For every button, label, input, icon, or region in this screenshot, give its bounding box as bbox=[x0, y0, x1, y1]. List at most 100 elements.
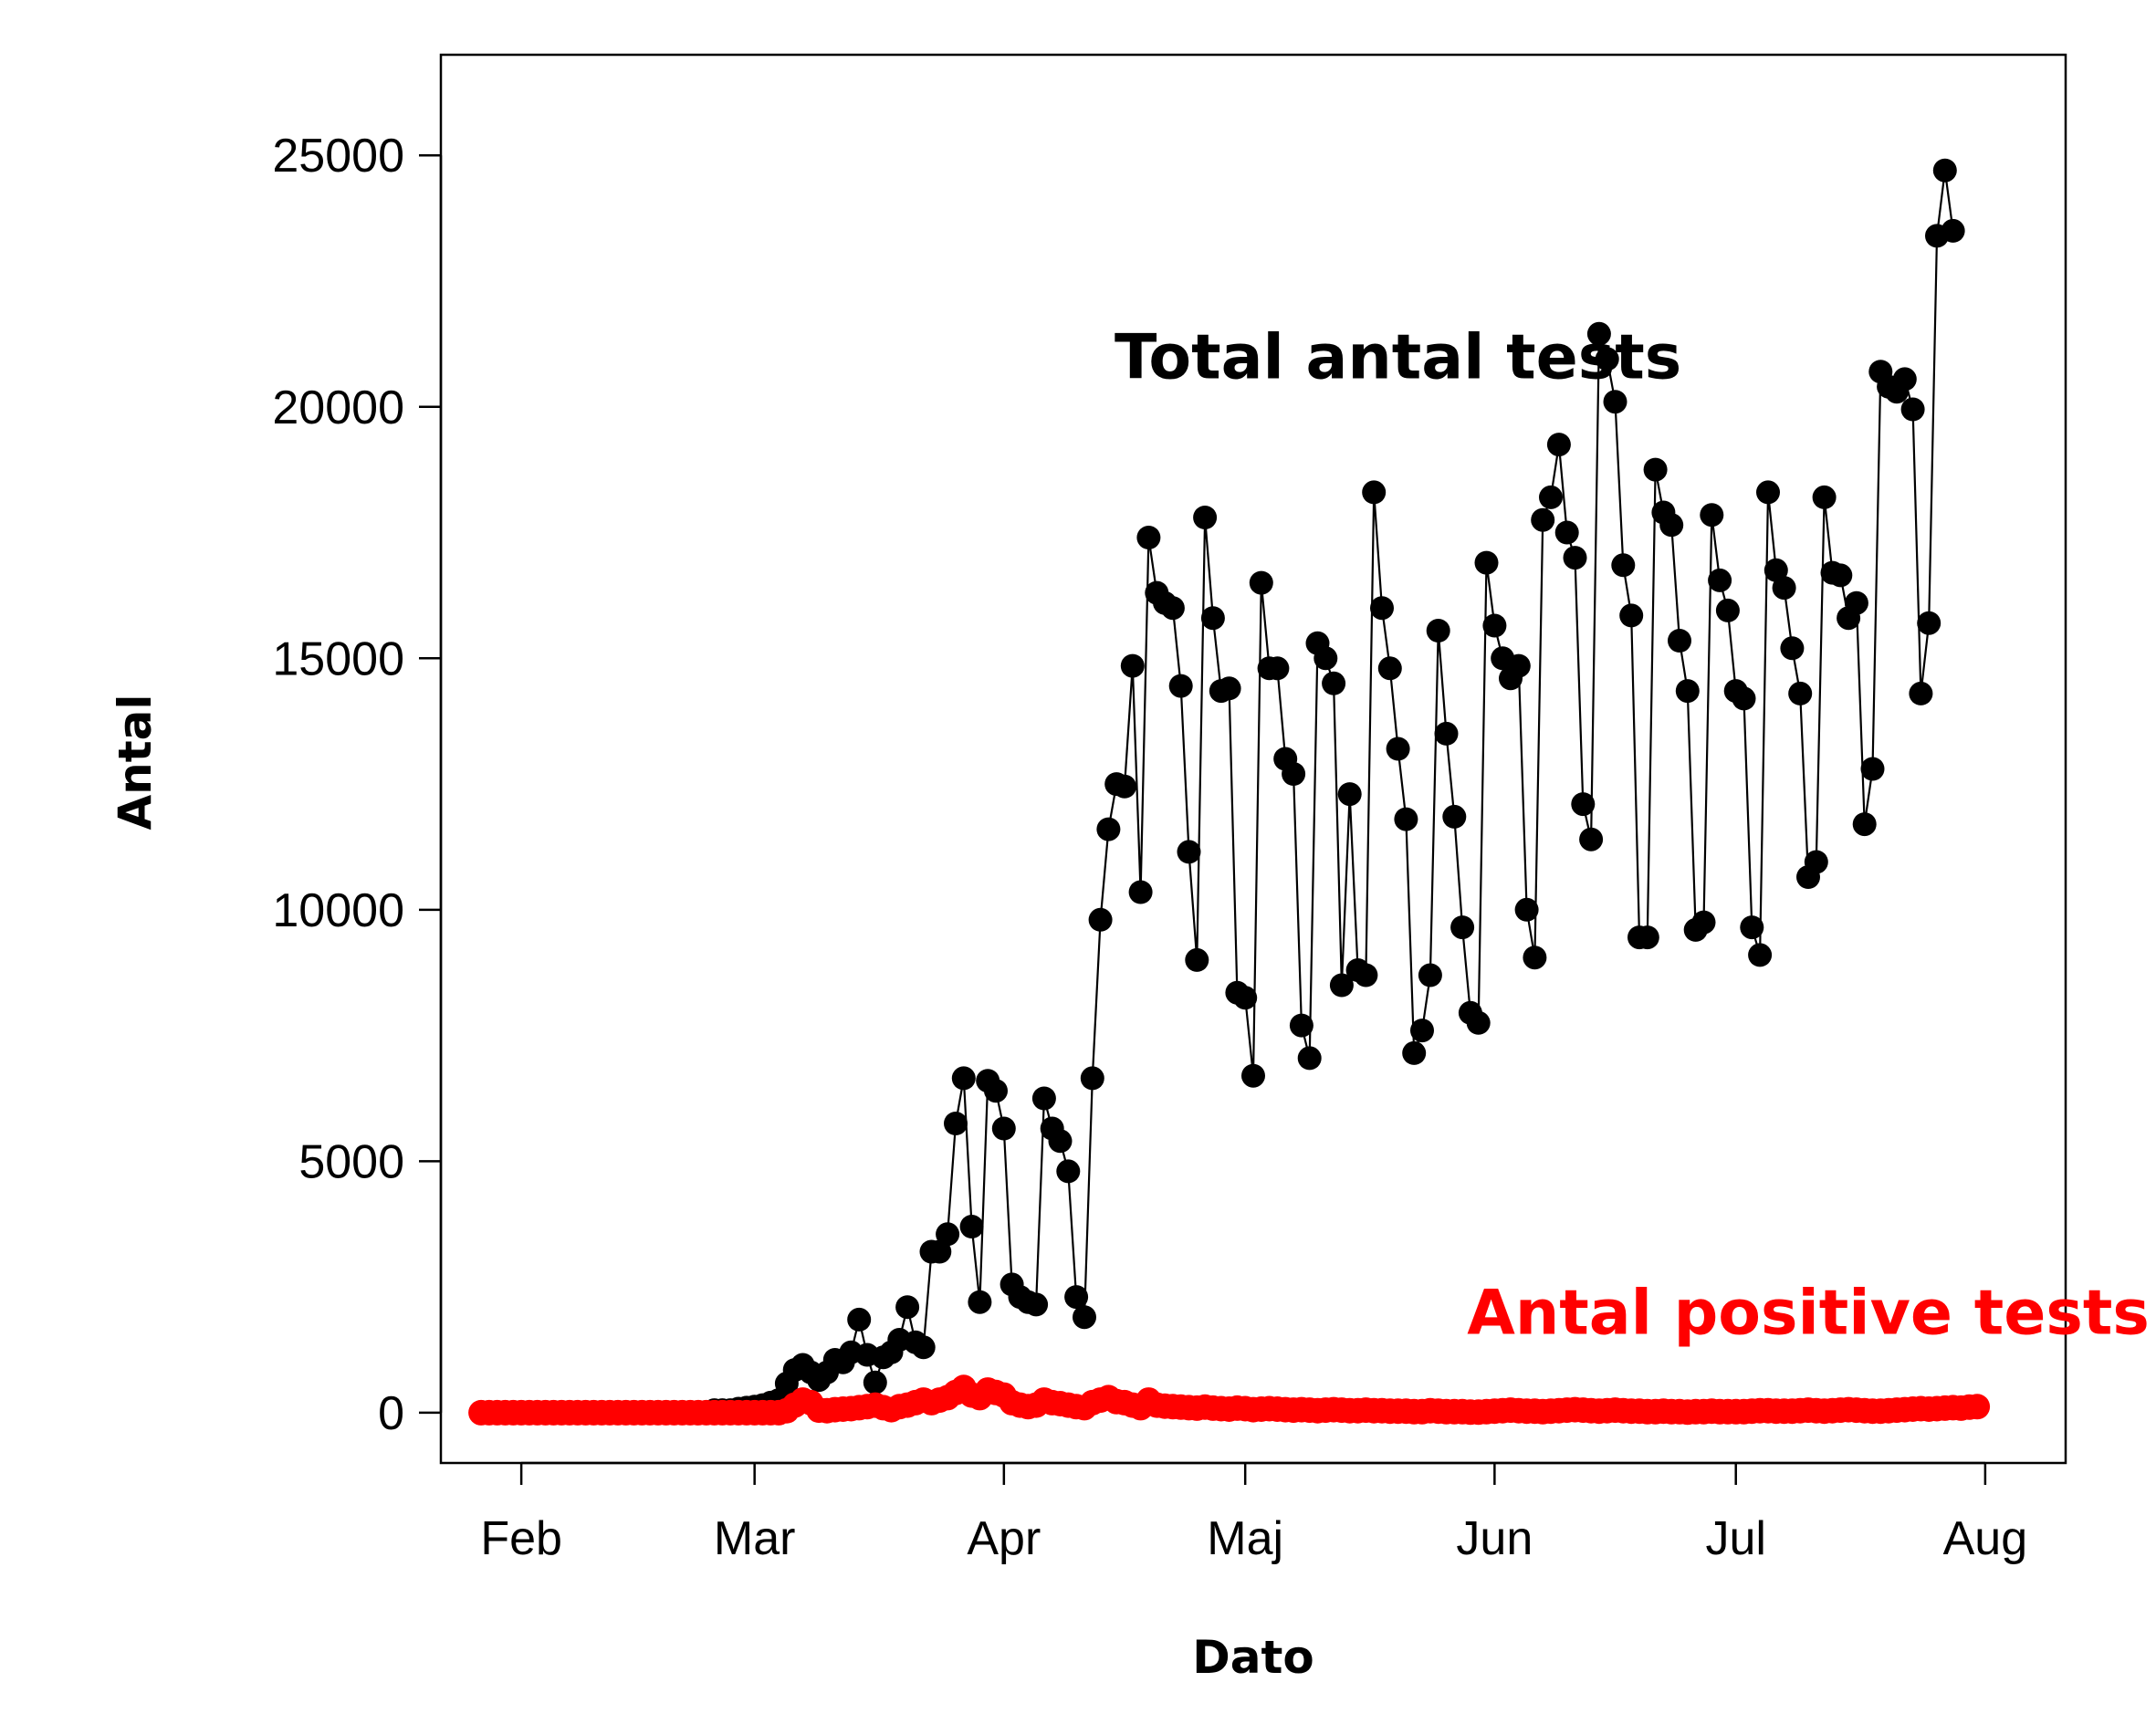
data-point bbox=[1506, 653, 1531, 678]
data-point bbox=[1772, 576, 1796, 601]
data-point bbox=[1088, 907, 1113, 932]
data-point bbox=[1788, 681, 1813, 705]
data-point bbox=[1426, 619, 1450, 643]
data-point bbox=[863, 1370, 887, 1395]
data-point bbox=[1619, 603, 1644, 628]
data-point bbox=[1113, 774, 1136, 799]
data-point bbox=[1377, 656, 1402, 681]
x-tick-label: Jun bbox=[1456, 1512, 1533, 1565]
data-point bbox=[1635, 925, 1659, 950]
data-point bbox=[1193, 506, 1218, 529]
data-point bbox=[1418, 963, 1442, 987]
data-point bbox=[1450, 915, 1475, 940]
data-point bbox=[1337, 782, 1362, 807]
y-tick-label: 5000 bbox=[298, 1135, 404, 1188]
data-point bbox=[1909, 681, 1933, 705]
series-layer bbox=[468, 158, 1991, 1426]
x-tick-label: Mar bbox=[714, 1512, 796, 1565]
data-point bbox=[1523, 946, 1547, 970]
data-point bbox=[1322, 671, 1346, 695]
data-point bbox=[1394, 807, 1418, 831]
data-point bbox=[1941, 218, 1965, 243]
data-point bbox=[1812, 485, 1837, 509]
data-point bbox=[1964, 1394, 1991, 1420]
data-point bbox=[1852, 812, 1877, 837]
y-tick-label: 15000 bbox=[272, 632, 404, 685]
annotation-total-tests: Total antal tests bbox=[1115, 322, 1681, 394]
data-point bbox=[1700, 503, 1724, 528]
data-point bbox=[1860, 757, 1885, 781]
y-tick-label: 25000 bbox=[272, 130, 404, 183]
data-point bbox=[1932, 158, 1957, 183]
y-axis: 0 5000 10000 15000 20000 25000 bbox=[272, 130, 443, 1440]
data-point bbox=[1120, 653, 1145, 678]
data-point bbox=[1611, 553, 1636, 578]
data-point bbox=[1056, 1159, 1081, 1184]
data-point bbox=[1386, 737, 1410, 761]
data-point bbox=[1603, 390, 1627, 414]
data-point bbox=[1900, 397, 1925, 422]
data-point bbox=[1217, 676, 1241, 701]
data-point bbox=[1482, 613, 1507, 638]
data-point bbox=[1804, 850, 1828, 874]
data-point bbox=[1571, 792, 1596, 817]
data-point bbox=[1354, 963, 1378, 987]
data-point bbox=[1531, 507, 1555, 532]
data-point bbox=[1329, 973, 1354, 998]
data-point bbox=[1675, 679, 1700, 704]
data-point bbox=[1740, 915, 1764, 940]
data-point bbox=[1031, 1086, 1056, 1111]
data-point bbox=[1024, 1292, 1049, 1317]
data-point bbox=[936, 1222, 960, 1247]
data-point bbox=[1362, 480, 1387, 505]
y-tick-label: 20000 bbox=[272, 381, 404, 434]
data-point bbox=[1128, 880, 1153, 904]
data-point bbox=[1410, 1019, 1434, 1043]
data-point bbox=[1370, 596, 1394, 621]
data-point bbox=[951, 1066, 976, 1091]
data-point bbox=[1828, 563, 1853, 588]
annotation-positive-tests: Antal positive tests bbox=[1467, 1278, 2150, 1350]
data-point bbox=[1756, 480, 1780, 505]
data-point bbox=[911, 1335, 936, 1360]
data-point bbox=[847, 1307, 872, 1332]
data-point bbox=[1579, 827, 1604, 852]
y-tick-label: 0 bbox=[378, 1387, 404, 1440]
data-point bbox=[1402, 1040, 1427, 1065]
data-point bbox=[1844, 590, 1868, 615]
data-point bbox=[1249, 570, 1273, 595]
data-point bbox=[895, 1295, 920, 1320]
x-tick-label: Apr bbox=[967, 1512, 1041, 1565]
data-point bbox=[1474, 550, 1499, 575]
data-point bbox=[1064, 1285, 1089, 1310]
data-point bbox=[968, 1290, 992, 1314]
data-point bbox=[991, 1116, 1016, 1141]
data-point bbox=[1265, 656, 1290, 681]
data-point bbox=[1289, 1013, 1313, 1038]
x-tick-label: Maj bbox=[1207, 1512, 1283, 1565]
data-point bbox=[1539, 485, 1563, 509]
data-point bbox=[1233, 986, 1258, 1010]
x-axis: Feb Mar Apr Maj Jun Jul Aug bbox=[480, 1461, 2028, 1565]
data-point bbox=[1917, 611, 1941, 635]
x-tick-label: Aug bbox=[1943, 1512, 2028, 1565]
data-point bbox=[1160, 596, 1185, 621]
data-point bbox=[1136, 526, 1161, 549]
data-point bbox=[1168, 674, 1193, 698]
data-point bbox=[1096, 817, 1121, 841]
data-point bbox=[1313, 646, 1338, 671]
data-point bbox=[1177, 840, 1201, 864]
plot-frame bbox=[439, 53, 2067, 1465]
data-point bbox=[1595, 347, 1619, 371]
data-point bbox=[1048, 1129, 1073, 1154]
data-point bbox=[1892, 367, 1917, 392]
data-point bbox=[1780, 636, 1805, 661]
data-point bbox=[1563, 546, 1587, 570]
data-point bbox=[1080, 1066, 1104, 1091]
data-point bbox=[1546, 433, 1571, 457]
data-point bbox=[1554, 520, 1579, 545]
data-point bbox=[1241, 1063, 1265, 1088]
data-point bbox=[1200, 606, 1225, 631]
data-point bbox=[1659, 513, 1684, 538]
